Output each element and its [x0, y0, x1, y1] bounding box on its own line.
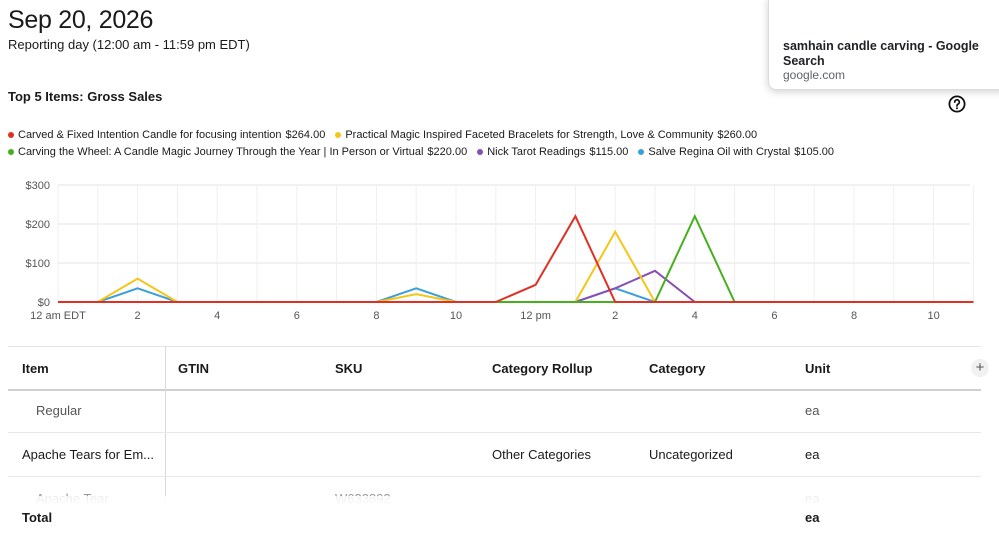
total-row: Total ea: [8, 496, 981, 534]
search-result-popup[interactable]: samhain candle carving - Google Search g…: [768, 0, 999, 90]
y-tick-label: $100: [26, 258, 50, 270]
x-tick-label: 8: [373, 310, 379, 322]
legend-item[interactable]: Practical Magic Inspired Faceted Bracele…: [335, 129, 757, 141]
popup-url: google.com: [783, 68, 846, 82]
column-header-item[interactable]: Item: [22, 361, 49, 376]
legend-dot: [335, 131, 342, 138]
legend-dot: [638, 148, 645, 155]
x-tick-label: 4: [692, 310, 698, 322]
column-header-category[interactable]: Category: [649, 361, 706, 376]
x-tick-label: 6: [771, 310, 777, 322]
column-header-unit[interactable]: Unit: [805, 361, 831, 376]
add-column-button[interactable]: +: [971, 359, 989, 377]
y-tick-label: $200: [26, 219, 50, 231]
legend-row-1: Carved & Fixed Intention Candle for focu…: [8, 126, 908, 143]
legend-label: Practical Magic Inspired Faceted Bracele…: [345, 128, 714, 141]
legend-dot: [8, 148, 14, 155]
x-tick-label: 2: [612, 310, 618, 322]
y-tick-label: $300: [26, 180, 50, 192]
legend-dot: [477, 148, 484, 155]
category-rollup-cell: Other Categories: [492, 447, 591, 462]
legend-label: Salve Regina Oil with Crystal: [648, 145, 791, 158]
total-label: Total: [22, 510, 53, 525]
item-cell[interactable]: Apache Tears for Em...: [22, 447, 154, 462]
x-tick-label: 2: [135, 310, 141, 322]
column-header-sku[interactable]: SKU: [335, 361, 363, 376]
reporting-period-subtitle: Reporting day (12:00 am - 11:59 pm EDT): [8, 37, 250, 52]
unit-cell: ea: [805, 403, 820, 418]
series-line: [58, 269, 974, 303]
items-table: Item GTIN SKU Category Rollup Category U…: [8, 346, 989, 534]
legend-dot: [8, 131, 14, 138]
legend-item[interactable]: Carved & Fixed Intention Candle for focu…: [8, 129, 325, 141]
section-title: Top 5 Items: Gross Sales: [8, 89, 163, 104]
series-line: [58, 214, 974, 303]
legend-value: $220.00: [427, 145, 468, 158]
item-cell: Regular: [36, 403, 82, 418]
total-unit: ea: [805, 510, 820, 525]
legend-value: $260.00: [717, 128, 758, 141]
legend-item[interactable]: Salve Regina Oil with Crystal $105.00: [638, 146, 834, 158]
legend-label: Carved & Fixed Intention Candle for focu…: [18, 128, 282, 141]
chart-legend: Carved & Fixed Intention Candle for focu…: [8, 126, 908, 160]
gross-sales-line-chart: $0 $100 $200 $300 12 am EDT 2 4 6 8 10 12 pm 2 4 6 8 10: [26, 180, 974, 322]
legend-value: $264.00: [285, 128, 326, 141]
series-line: [58, 213, 974, 303]
legend-item[interactable]: Nick Tarot Readings $115.00: [477, 146, 628, 158]
y-tick-label: $0: [38, 297, 50, 309]
x-tick-label: 12 pm: [520, 310, 551, 322]
x-tick-label: 6: [294, 310, 300, 322]
date-title: Sep 20, 2026: [8, 6, 154, 34]
legend-label: Carving the Wheel: A Candle Magic Journe…: [18, 145, 424, 158]
unit-cell: ea: [805, 447, 820, 462]
table-row[interactable]: Apache Tears for Em... Other Categories …: [8, 433, 981, 477]
x-tick-label: 8: [851, 310, 857, 322]
legend-item[interactable]: Carving the Wheel: A Candle Magic Journe…: [8, 146, 467, 158]
help-icon[interactable]: [948, 95, 966, 113]
legend-value: $115.00: [589, 145, 629, 158]
column-header-category-rollup[interactable]: Category Rollup: [492, 361, 593, 376]
table-header: Item GTIN SKU Category Rollup Category U…: [8, 346, 989, 391]
popup-title[interactable]: samhain candle carving - Google Search: [783, 39, 979, 68]
x-tick-label: 10: [927, 310, 939, 322]
column-header-gtin[interactable]: GTIN: [178, 361, 210, 376]
legend-row-2: Carving the Wheel: A Candle Magic Journe…: [8, 143, 908, 160]
series-line: [58, 287, 974, 303]
x-tick-label: 4: [214, 310, 220, 322]
legend-label: Nick Tarot Readings: [487, 145, 586, 158]
table-row[interactable]: Regular ea: [8, 389, 981, 433]
legend-value: $105.00: [794, 145, 834, 158]
column-divider: [165, 346, 166, 534]
category-cell: Uncategorized: [649, 447, 733, 462]
x-tick-label: 12 am EDT: [30, 310, 86, 322]
x-tick-label: 10: [450, 310, 462, 322]
series-line: [58, 229, 974, 303]
